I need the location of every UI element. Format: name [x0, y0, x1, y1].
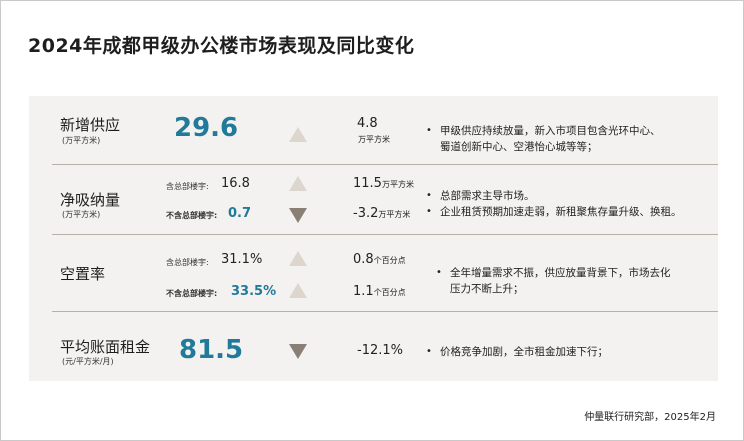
metrics-panel	[29, 96, 718, 381]
row-divider	[52, 311, 718, 312]
supply-value: 29.6	[174, 113, 239, 143]
rent-value: 81.5	[179, 335, 244, 365]
absorption-sub2-change: -3.2万平方米	[353, 206, 411, 221]
absorption-label: 净吸纳量	[60, 191, 121, 209]
absorption-sub1-trend-up-icon	[289, 176, 307, 191]
rent-label: 平均账面租金	[60, 338, 151, 356]
absorption-sub2-value: 0.7	[228, 206, 252, 221]
absorption-unit: (万平方米)	[62, 210, 101, 219]
rent-trend-down-icon	[289, 344, 307, 359]
vacancy-sub2-value: 33.5%	[231, 284, 277, 299]
page-title: 2024年成都甲级办公楼市场表现及同比变化	[28, 35, 415, 57]
source-note: 仲量联行研究部，2025年2月	[584, 412, 716, 423]
absorption-sub2-label: 不含总部楼宇:	[166, 211, 218, 220]
supply-note: 甲级供应持续放量，新入市项目包含光环中心、	[426, 123, 661, 139]
vacancy-sub1-trend-up-icon	[289, 251, 307, 266]
supply-change-unit: 万平方米	[358, 135, 390, 144]
absorption-sub1-change: 11.5万平方米	[353, 176, 414, 191]
supply-change: 4.8	[357, 116, 378, 131]
absorption-note-2: 企业租赁预期加速走弱，新租聚焦存量升级、换租。	[426, 204, 682, 220]
absorption-sub2-trend-down-icon	[289, 208, 307, 223]
rent-change: -12.1%	[357, 343, 403, 358]
row-divider	[52, 234, 718, 235]
rent-note: 价格竞争加剧，全市租金加速下行；	[426, 344, 608, 360]
absorption-note-1: 总部需求主导市场。	[426, 188, 535, 204]
supply-trend-up-icon	[289, 127, 307, 142]
vacancy-sub2-label: 不含总部楼宇:	[166, 289, 218, 298]
vacancy-sub1-label: 含总部楼宇:	[166, 258, 209, 267]
vacancy-label: 空置率	[60, 265, 106, 283]
supply-note-cont: 蜀道创新中心、空港怡心城等等；	[440, 141, 598, 153]
vacancy-note: 全年增量需求不振，供应放量背景下，市场去化	[436, 265, 671, 281]
rent-unit: (元/平方米/月)	[62, 357, 114, 366]
vacancy-sub2-change: 1.1个百分点	[353, 284, 406, 299]
absorption-sub1-value: 16.8	[221, 176, 250, 191]
vacancy-note-cont: 压力不断上升；	[450, 283, 524, 295]
vacancy-sub2-trend-up-icon	[289, 283, 307, 298]
row-divider	[52, 164, 718, 165]
absorption-sub1-label: 含总部楼宇:	[166, 182, 209, 191]
vacancy-sub1-value: 31.1%	[221, 252, 263, 267]
vacancy-sub1-change: 0.8个百分点	[353, 252, 406, 267]
supply-label: 新增供应	[60, 116, 121, 134]
supply-unit: (万平方米)	[62, 136, 101, 145]
